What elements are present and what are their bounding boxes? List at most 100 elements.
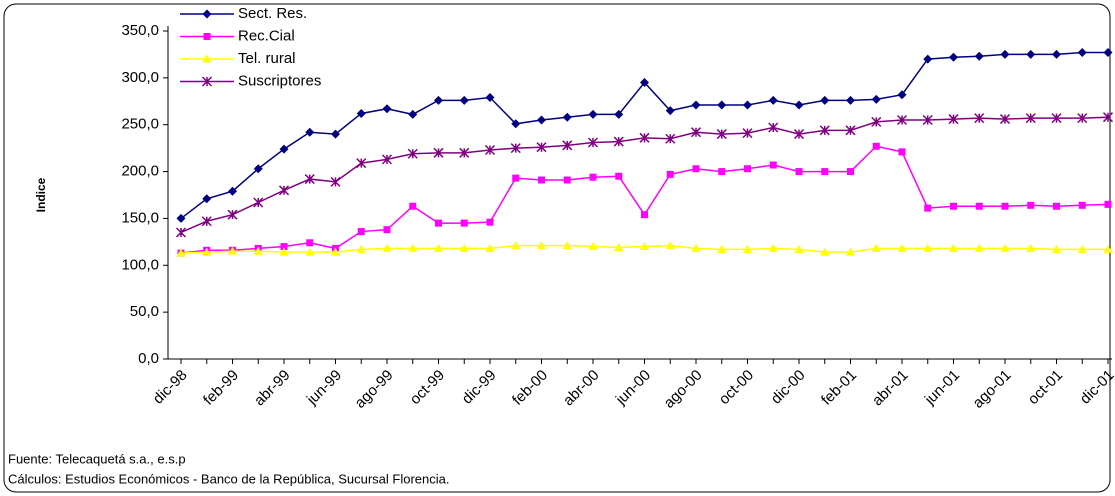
point [175,227,187,238]
point [280,243,288,251]
point [847,168,854,176]
point [1053,202,1060,210]
point [408,109,418,119]
point [896,114,908,126]
point [794,100,804,110]
point [923,243,933,252]
point [202,54,212,63]
point [563,176,571,184]
y-tick-label: 200,0 [121,163,159,180]
point [356,158,367,169]
point [821,168,829,176]
point [538,176,545,184]
point [742,128,753,139]
point [383,226,391,234]
point [485,93,495,103]
point [304,174,315,185]
point [331,247,340,256]
point [435,219,442,227]
point [743,100,752,110]
point [1000,243,1010,252]
point [203,33,211,40]
point [1077,244,1087,253]
point [950,202,957,210]
point [923,54,933,64]
point [512,174,520,182]
point [744,165,751,173]
point [820,247,830,256]
point [1026,243,1036,252]
point [665,106,675,116]
point [562,140,573,151]
point [537,241,546,250]
point [1104,200,1112,208]
legend-label: Rec.Cial [238,27,295,44]
point [202,247,212,256]
point [1026,49,1036,59]
point [872,142,880,150]
point [1000,49,1010,59]
y-tick-label: 150,0 [121,209,159,226]
point [640,242,649,251]
legend-label: Tel. rural [238,50,296,67]
point [1052,49,1061,59]
point [279,247,289,256]
point [846,247,855,256]
point [665,133,676,144]
point [922,114,933,126]
point [381,154,393,165]
point [615,172,623,180]
point [484,144,496,156]
point [330,176,341,187]
point [716,129,727,140]
point [1103,48,1113,58]
point [1077,48,1087,58]
point [305,127,315,137]
point [692,165,700,173]
point [717,244,727,253]
legend-label: Suscriptores [238,72,321,89]
point [718,168,726,176]
point [1077,113,1088,124]
y-tick-label: 300,0 [121,69,159,86]
point [999,114,1011,125]
point [510,143,521,154]
point [588,109,598,119]
point [253,164,263,174]
point [898,148,906,156]
point [356,244,366,253]
point [1001,202,1009,210]
point [897,90,907,100]
point [537,115,546,125]
y-tick-label: 350,0 [121,22,159,39]
point [640,78,649,88]
y-tick-label: 250,0 [121,116,159,133]
point [897,243,907,252]
point [382,243,392,252]
point [228,186,237,196]
point [975,202,983,210]
note: Fuente: Telecaquetá s.a., e.s.p [8,451,186,466]
point [253,197,264,208]
point [795,168,803,176]
point [356,108,366,118]
point [665,241,675,250]
point [357,228,365,236]
point [278,185,290,196]
point [974,243,984,252]
point [588,242,598,251]
point [459,147,470,158]
point [949,52,958,62]
point [562,112,572,122]
point [691,243,701,252]
legend-label: Sect. Res. [238,5,307,22]
point [769,161,777,169]
point [1078,201,1086,209]
point [820,95,830,105]
point [589,173,597,181]
point [587,137,599,148]
point [227,209,238,220]
point [974,51,984,61]
point [924,204,932,212]
